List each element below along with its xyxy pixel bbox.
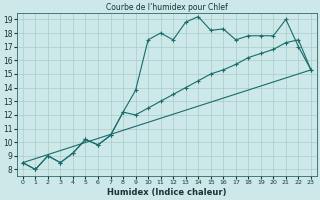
Title: Courbe de l’humidex pour Chlef: Courbe de l’humidex pour Chlef bbox=[106, 3, 228, 12]
X-axis label: Humidex (Indice chaleur): Humidex (Indice chaleur) bbox=[107, 188, 227, 197]
